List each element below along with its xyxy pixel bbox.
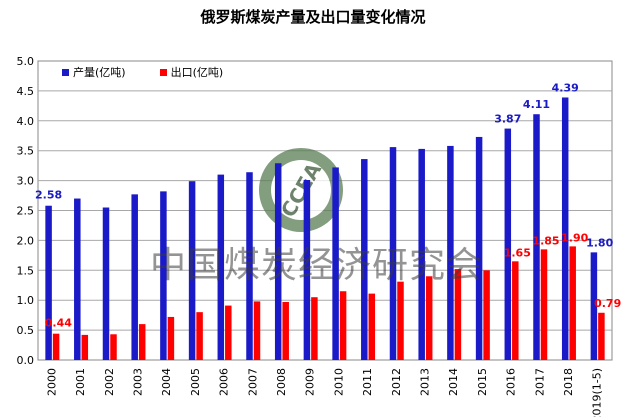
x-tick-label: 2016: [505, 368, 518, 396]
bar-export-2018: [569, 246, 576, 360]
y-tick-label: 3.0: [17, 175, 35, 188]
bar-export-2001: [81, 334, 89, 360]
logo-inner: [271, 160, 331, 220]
bar-production-2001: [74, 198, 81, 360]
legend-swatch-production: [62, 68, 69, 76]
bar-production-2006: [217, 174, 225, 360]
chart-title: 俄罗斯煤炭产量及出口量变化情况: [200, 8, 426, 26]
data-label: 1.80: [586, 236, 613, 249]
legend-item-production: 产量(亿吨): [62, 64, 126, 80]
y-tick-label: 0.5: [17, 324, 35, 337]
data-label: 0.79: [594, 297, 621, 310]
bar-export-2009: [311, 297, 318, 360]
y-tick-label: 4.5: [17, 85, 35, 98]
bar-export-2016: [512, 261, 519, 360]
bar-production-2007: [246, 172, 253, 360]
x-tick-label: 2006: [218, 368, 231, 396]
bar-export-2005: [196, 312, 203, 360]
data-label: 4.11: [523, 98, 550, 111]
y-tick-label: 2.5: [17, 205, 35, 218]
watermark-logo: CCEA: [259, 148, 343, 232]
bar-production-2004: [160, 191, 167, 360]
bar-export-2000: [52, 333, 60, 360]
legend-swatch-export: [159, 68, 167, 76]
bar-export-2007: [253, 301, 261, 360]
x-tick-label: 2019(1-5): [591, 368, 604, 417]
y-tick-label: 1.5: [17, 264, 35, 277]
data-label: 1.65: [504, 246, 531, 259]
bar-export-2013: [425, 276, 433, 360]
legend-label-production: 产量(亿吨): [73, 66, 126, 79]
data-label: 2.58: [35, 189, 62, 202]
bar-export-2017: [540, 249, 548, 360]
bar-production-2002: [102, 207, 110, 360]
bar-export-2015: [483, 270, 490, 360]
x-tick-label: 2014: [447, 368, 460, 396]
x-tick-label: 2009: [304, 368, 317, 396]
y-tick-label: 5.0: [17, 55, 35, 68]
data-label: 0.44: [45, 317, 72, 330]
x-tick-label: 2013: [418, 368, 431, 396]
bar-production-2019(1-5): [590, 252, 598, 360]
bar-production-2017: [533, 114, 540, 360]
bar-production-2010: [332, 167, 339, 360]
bar-production-2000: [45, 205, 52, 360]
y-tick-label: 2.0: [17, 234, 35, 247]
legend-item-export: 出口(亿吨): [159, 64, 224, 80]
bar-production-2011: [361, 159, 368, 360]
bar-export-2010: [339, 291, 347, 360]
x-tick-label: 2017: [533, 368, 546, 396]
bar-export-2002: [110, 334, 117, 360]
bar-production-2012: [389, 147, 397, 360]
data-label: 3.87: [494, 113, 521, 126]
data-label: 1.85: [532, 234, 559, 247]
x-tick-label: 2008: [275, 368, 288, 396]
bar-export-2008: [282, 301, 289, 360]
bar-production-2013: [418, 148, 425, 360]
bar-production-2015: [475, 136, 483, 360]
x-tick-label: 2015: [476, 368, 489, 396]
bar-export-2006: [225, 305, 232, 360]
bar-export-2014: [454, 269, 462, 360]
x-tick-label: 2003: [131, 368, 144, 396]
bar-production-2009: [303, 180, 311, 360]
x-tick-label: 2018: [562, 368, 575, 396]
x-tick-label: 2011: [361, 368, 374, 396]
y-tick-label: 1.0: [17, 294, 35, 307]
bar-production-2016: [504, 128, 512, 360]
bar-production-2005: [188, 181, 196, 360]
bar-export-2003: [138, 324, 146, 360]
bar-export-2004: [167, 316, 175, 360]
bar-export-2019(1-5): [598, 312, 605, 360]
x-tick-label: 2004: [160, 368, 173, 396]
y-tick-label: 3.5: [17, 145, 35, 158]
x-tick-label: 2007: [246, 368, 259, 396]
y-tick-label: 4.0: [17, 115, 35, 128]
y-tick-label: 0.0: [17, 354, 35, 367]
x-tick-label: 2012: [390, 368, 403, 396]
bar-production-2003: [131, 194, 138, 360]
bar-export-2011: [368, 293, 376, 360]
x-tick-label: 2002: [103, 368, 116, 396]
watermark-text: 中国煤炭经济研究会: [150, 245, 484, 286]
data-label: 1.90: [561, 231, 588, 244]
bar-production-2008: [274, 163, 282, 360]
bar-production-2018: [561, 97, 569, 360]
legend-label-export: 出口(亿吨): [170, 66, 224, 79]
x-tick-label: 2001: [74, 368, 87, 396]
x-tick-label: 2010: [332, 368, 345, 396]
chart-legend: 产量(亿吨) 出口(亿吨): [62, 64, 223, 80]
x-tick-label: 2000: [45, 368, 58, 396]
bar-export-2012: [397, 281, 404, 360]
data-label: 4.39: [552, 81, 579, 94]
x-tick-label: 2005: [189, 368, 202, 396]
bar-production-2014: [447, 145, 454, 360]
